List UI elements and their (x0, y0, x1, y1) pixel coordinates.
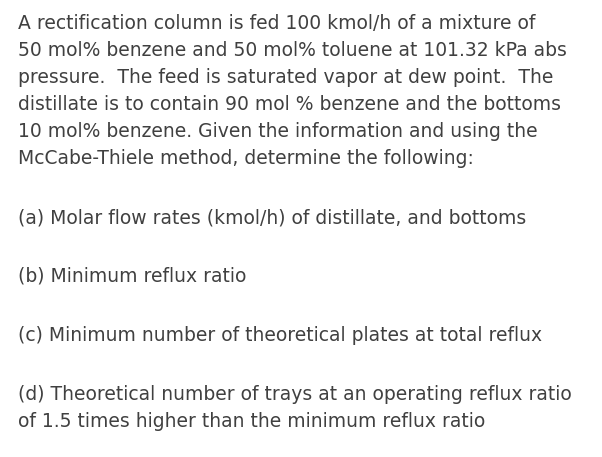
Text: McCabe-Thiele method, determine the following:: McCabe-Thiele method, determine the foll… (18, 149, 474, 168)
Text: (b) Minimum reflux ratio: (b) Minimum reflux ratio (18, 267, 246, 286)
Text: of 1.5 times higher than the minimum reflux ratio: of 1.5 times higher than the minimum ref… (18, 412, 485, 431)
Text: (c) Minimum number of theoretical plates at total reflux: (c) Minimum number of theoretical plates… (18, 326, 542, 345)
Text: 50 mol% benzene and 50 mol% toluene at 101.32 kPa abs: 50 mol% benzene and 50 mol% toluene at 1… (18, 41, 567, 60)
Text: (a) Molar flow rates (kmol/h) of distillate, and bottoms: (a) Molar flow rates (kmol/h) of distill… (18, 208, 526, 227)
Text: distillate is to contain 90 mol % benzene and the bottoms: distillate is to contain 90 mol % benzen… (18, 95, 561, 114)
Text: 10 mol% benzene. Given the information and using the: 10 mol% benzene. Given the information a… (18, 122, 538, 141)
Text: pressure.  The feed is saturated vapor at dew point.  The: pressure. The feed is saturated vapor at… (18, 68, 553, 87)
Text: A rectification column is fed 100 kmol/h of a mixture of: A rectification column is fed 100 kmol/h… (18, 14, 535, 33)
Text: (d) Theoretical number of trays at an operating reflux ratio: (d) Theoretical number of trays at an op… (18, 385, 572, 404)
